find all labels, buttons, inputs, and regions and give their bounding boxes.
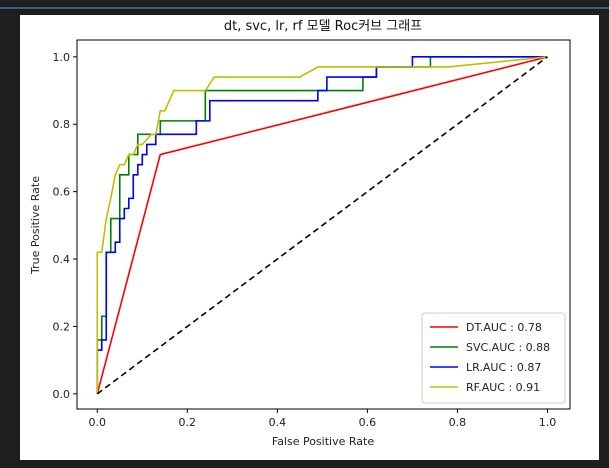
legend-entry: RF.AUC : 0.91 [466, 381, 540, 394]
y-tick-label: 0.4 [53, 253, 71, 266]
x-tick-label: 0.2 [179, 416, 197, 429]
legend: DT.AUC : 0.78 SVC.AUC : 0.88 LR.AUC : 0.87… [421, 312, 566, 404]
x-axis-ticks: 0.0 0.2 0.4 0.6 0.8 1.0 [89, 409, 557, 429]
legend-box [421, 312, 566, 404]
series-line-3 [96, 56, 548, 394]
y-axis-label: True Positive Rate [29, 176, 42, 275]
x-tick-label: 0.6 [359, 416, 377, 429]
plot-series [96, 56, 548, 395]
y-tick-label: 1.0 [53, 51, 71, 64]
x-tick-label: 1.0 [539, 416, 557, 429]
y-tick-label: 0.2 [53, 320, 71, 333]
x-axis-label: False Positive Rate [272, 435, 374, 448]
series-line-2 [96, 56, 548, 394]
y-tick-label: 0.6 [53, 186, 71, 199]
plot-frame [76, 39, 571, 410]
legend-entry: SVC.AUC : 0.88 [466, 341, 550, 354]
series-line-4 [96, 56, 548, 395]
series-line-0 [96, 56, 548, 395]
y-axis-ticks: 0.0 0.2 0.4 0.6 0.8 1.0 [53, 51, 77, 401]
legend-entry: LR.AUC : 0.87 [466, 361, 541, 374]
chart-title: dt, svc, lr, rf 모델 Roc커브 그래프 [224, 19, 422, 34]
legend-entry: DT.AUC : 0.78 [466, 321, 542, 334]
x-tick-label: 0.8 [449, 416, 467, 429]
window-top-border [0, 7, 609, 9]
x-tick-label: 0.4 [269, 416, 287, 429]
y-tick-label: 0.0 [53, 388, 71, 401]
x-tick-label: 0.0 [89, 416, 107, 429]
y-tick-label: 0.8 [53, 118, 71, 131]
